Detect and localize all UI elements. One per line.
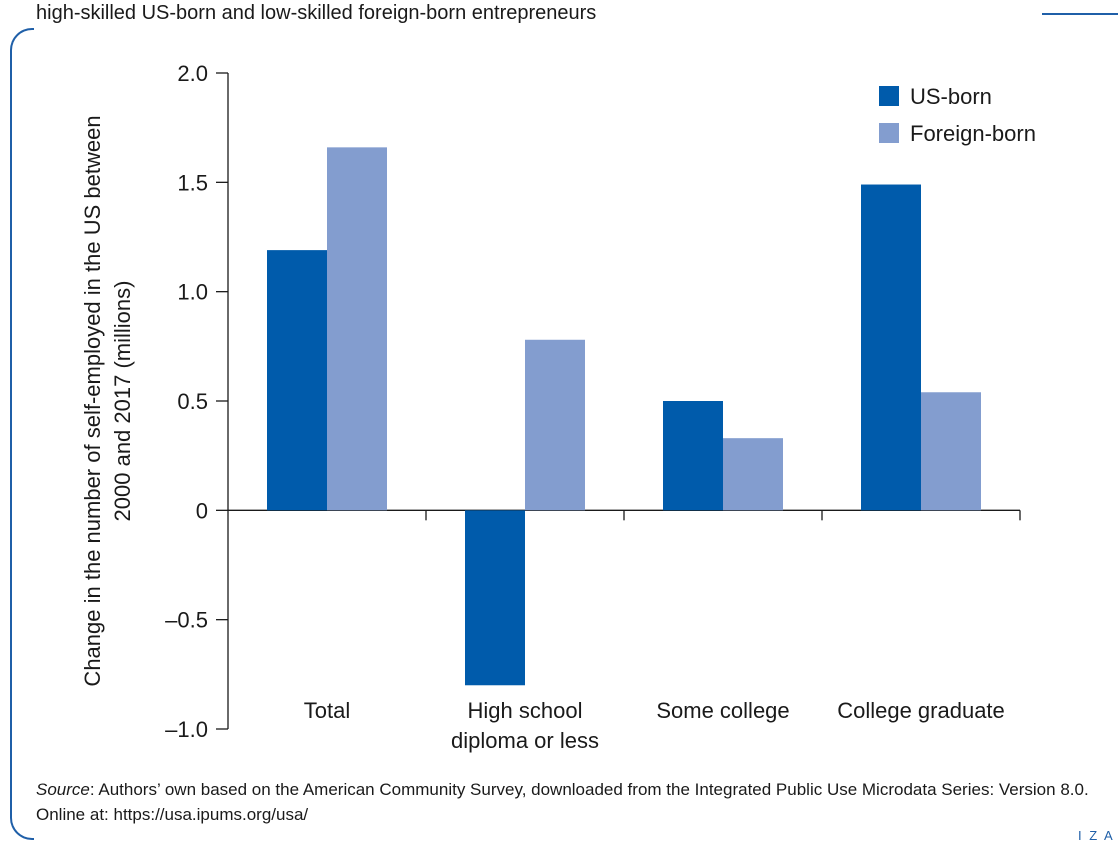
x-category-label: College graduate bbox=[837, 698, 1005, 723]
y-axis-label: Change in the number of self-employed in… bbox=[80, 115, 135, 686]
source-note: Source: Authors’ own based on the Americ… bbox=[36, 777, 1116, 827]
y-tick-label: 0 bbox=[196, 498, 208, 523]
y-tick-label: 2.0 bbox=[177, 61, 208, 86]
y-axis-title-line: 2000 and 2017 (millions) bbox=[110, 281, 135, 522]
legend-label: Foreign-born bbox=[910, 121, 1036, 146]
y-tick-label: 1.0 bbox=[177, 280, 208, 305]
bar-foreign-born bbox=[327, 147, 387, 511]
bar-us-born bbox=[663, 401, 723, 511]
bar-foreign-born bbox=[525, 339, 585, 511]
x-category-label: Some college bbox=[656, 698, 789, 723]
y-tick-label: –0.5 bbox=[165, 608, 208, 633]
x-axis: Total High school diploma or less Some coll… bbox=[228, 509, 1021, 753]
y-tick-label: 0.5 bbox=[177, 389, 208, 414]
legend-swatch-us-born bbox=[879, 86, 899, 106]
bar-foreign-born bbox=[723, 438, 783, 511]
bar-chart: –1.0 –0.5 0 0.5 1.0 1.5 2.0 Total High school di… bbox=[80, 61, 1036, 753]
legend: US-born Foreign-born bbox=[879, 84, 1036, 146]
source-text: : Authors’ own based on the American Com… bbox=[36, 780, 1089, 824]
frame-top-right-rule bbox=[1042, 13, 1118, 15]
bar-us-born bbox=[861, 184, 921, 511]
x-category-label: High school bbox=[468, 698, 583, 723]
y-axis-title-line: Change in the number of self-employed in… bbox=[80, 115, 105, 686]
bar-us-born bbox=[465, 510, 525, 686]
bar-us-born bbox=[267, 250, 327, 511]
bar-foreign-born bbox=[921, 392, 981, 511]
bars bbox=[267, 147, 981, 686]
x-category-label: diploma or less bbox=[451, 728, 599, 753]
legend-label: US-born bbox=[910, 84, 992, 109]
chart-title: high-skilled US-born and low-skilled for… bbox=[36, 2, 597, 24]
iza-logo: I Z A bbox=[1078, 828, 1115, 843]
x-category-label: Total bbox=[304, 698, 350, 723]
y-axis: –1.0 –0.5 0 0.5 1.0 1.5 2.0 bbox=[165, 61, 229, 742]
source-label: Source bbox=[36, 780, 90, 799]
y-tick-label: 1.5 bbox=[177, 170, 208, 195]
y-tick-label: –1.0 bbox=[165, 717, 208, 742]
legend-swatch-foreign-born bbox=[879, 123, 899, 143]
